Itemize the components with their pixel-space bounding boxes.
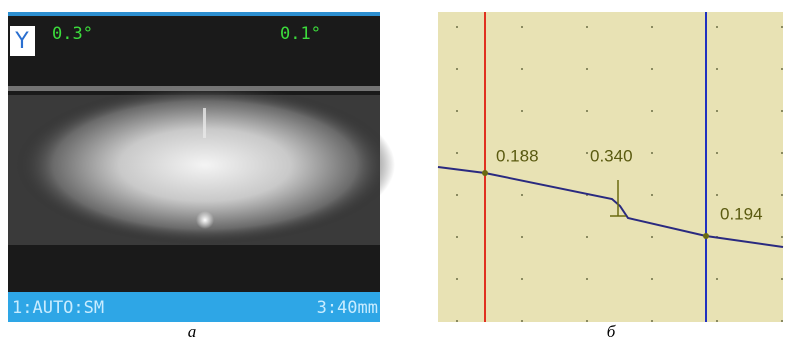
axis-label: Y (14, 29, 29, 54)
value-label: 0.188 (496, 146, 539, 165)
caption-b: б (607, 322, 616, 341)
value-label: 0.340 (590, 146, 633, 165)
angle-right: 0.1° (280, 24, 321, 44)
value-label: 0.194 (720, 204, 763, 223)
top-strip (8, 12, 380, 16)
caption-a: а (188, 322, 197, 341)
panel-a: Y 0.3° 0.1° 1:AUTO:SM 3:40mm (8, 12, 395, 322)
marker (482, 170, 488, 176)
figure: Y 0.3° 0.1° 1:AUTO:SM 3:40mm а 0.188 0.3… (0, 0, 793, 343)
angle-left: 0.3° (52, 24, 93, 44)
panel-b: 0.188 0.340 0.194 (438, 12, 783, 322)
bright-spot (196, 211, 214, 229)
edge-line (8, 86, 380, 91)
arc-mark (203, 108, 206, 138)
marker (703, 233, 709, 239)
dot-grid (438, 12, 783, 322)
status-left: 1:AUTO:SM (12, 298, 104, 318)
status-right: 3:40mm (317, 298, 378, 318)
